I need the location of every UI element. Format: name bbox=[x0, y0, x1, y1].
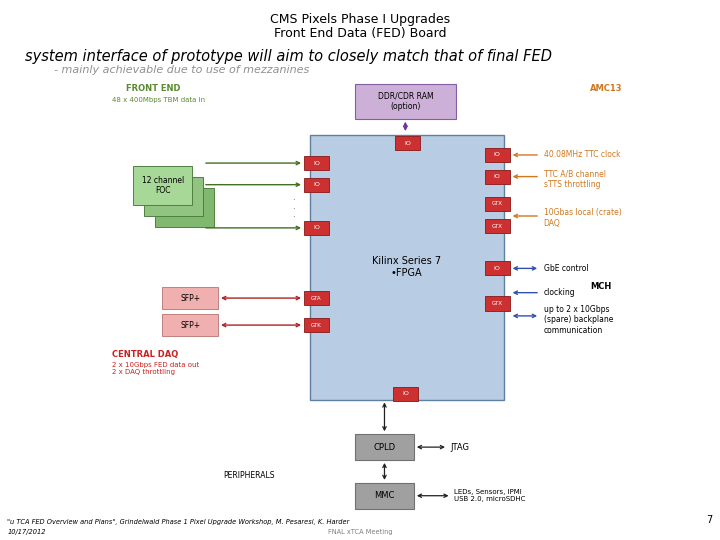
Text: FNAL xTCA Meeting: FNAL xTCA Meeting bbox=[328, 529, 392, 535]
Text: 7: 7 bbox=[706, 515, 713, 525]
Text: IO: IO bbox=[402, 391, 409, 396]
Text: 10/17/2012: 10/17/2012 bbox=[7, 529, 45, 535]
FancyBboxPatch shape bbox=[162, 287, 218, 309]
Text: IO: IO bbox=[313, 160, 320, 166]
FancyBboxPatch shape bbox=[395, 136, 420, 150]
Text: 12 channel
FOC: 12 channel FOC bbox=[142, 176, 184, 195]
Text: TTC A/B channel
sTTS throttling: TTC A/B channel sTTS throttling bbox=[544, 170, 606, 189]
Text: "u TCA FED Overview and Plans", Grindelwald Phase 1 Pixel Upgrade Workshop, M. P: "u TCA FED Overview and Plans", Grindelw… bbox=[7, 519, 350, 525]
Text: SFP+: SFP+ bbox=[180, 294, 200, 302]
Text: system interface of prototype will aim to closely match that of final FED: system interface of prototype will aim t… bbox=[25, 49, 552, 64]
Text: 2 x 10Gbps FED data out
2 x DAQ throttling: 2 x 10Gbps FED data out 2 x DAQ throttli… bbox=[112, 362, 199, 375]
FancyBboxPatch shape bbox=[310, 135, 504, 400]
FancyBboxPatch shape bbox=[355, 84, 456, 119]
Text: CPLD: CPLD bbox=[374, 443, 395, 451]
Text: IO: IO bbox=[313, 225, 320, 231]
FancyBboxPatch shape bbox=[304, 178, 329, 192]
Text: LEDs, Sensors, IPMI
USB 2.0, microSDHC: LEDs, Sensors, IPMI USB 2.0, microSDHC bbox=[454, 489, 525, 502]
Text: PERIPHERALS: PERIPHERALS bbox=[223, 471, 275, 480]
FancyBboxPatch shape bbox=[304, 156, 329, 170]
Text: IO: IO bbox=[494, 266, 500, 271]
FancyBboxPatch shape bbox=[485, 296, 510, 310]
Text: AMC13: AMC13 bbox=[590, 84, 623, 93]
FancyBboxPatch shape bbox=[485, 148, 510, 162]
Text: Front End Data (FED) Board: Front End Data (FED) Board bbox=[274, 27, 446, 40]
Text: FRONT END: FRONT END bbox=[126, 84, 181, 93]
FancyBboxPatch shape bbox=[304, 291, 329, 305]
Text: IO: IO bbox=[313, 182, 320, 187]
Text: GTK: GTK bbox=[311, 322, 322, 328]
Text: 40.08MHz TTC clock: 40.08MHz TTC clock bbox=[544, 151, 620, 159]
Text: 48 x 400Mbps TBM data in: 48 x 400Mbps TBM data in bbox=[112, 97, 204, 103]
FancyBboxPatch shape bbox=[304, 221, 329, 235]
FancyBboxPatch shape bbox=[155, 188, 214, 227]
Text: SFP+: SFP+ bbox=[180, 321, 200, 329]
Text: MCH: MCH bbox=[590, 282, 612, 291]
Text: - mainly achievable due to use of mezzanines: - mainly achievable due to use of mezzan… bbox=[54, 65, 310, 75]
FancyBboxPatch shape bbox=[485, 219, 510, 233]
FancyBboxPatch shape bbox=[485, 197, 510, 211]
Text: IO: IO bbox=[405, 140, 411, 146]
FancyBboxPatch shape bbox=[144, 177, 203, 216]
Text: clocking: clocking bbox=[544, 288, 575, 297]
Text: 10Gbas local (crate)
DAQ: 10Gbas local (crate) DAQ bbox=[544, 208, 621, 228]
FancyBboxPatch shape bbox=[133, 166, 192, 205]
FancyBboxPatch shape bbox=[355, 434, 414, 460]
Text: GTX: GTX bbox=[492, 201, 503, 206]
Text: GbE control: GbE control bbox=[544, 264, 588, 273]
Text: GTA: GTA bbox=[311, 295, 322, 301]
Text: MMC: MMC bbox=[374, 491, 395, 500]
Text: .
.
.: . . . bbox=[292, 193, 295, 219]
FancyBboxPatch shape bbox=[355, 483, 414, 509]
Text: GTX: GTX bbox=[492, 224, 503, 229]
Text: DDR/CDR RAM
(option): DDR/CDR RAM (option) bbox=[377, 92, 433, 111]
Text: JTAG: JTAG bbox=[450, 443, 469, 451]
Text: CMS Pixels Phase I Upgrades: CMS Pixels Phase I Upgrades bbox=[270, 14, 450, 26]
Text: up to 2 x 10Gbps
(spare) backplane
communication: up to 2 x 10Gbps (spare) backplane commu… bbox=[544, 305, 613, 335]
FancyBboxPatch shape bbox=[485, 170, 510, 184]
FancyBboxPatch shape bbox=[162, 314, 218, 336]
FancyBboxPatch shape bbox=[393, 387, 418, 401]
Text: CENTRAL DAQ: CENTRAL DAQ bbox=[112, 350, 178, 359]
FancyBboxPatch shape bbox=[485, 261, 510, 275]
FancyBboxPatch shape bbox=[304, 318, 329, 332]
Text: IO: IO bbox=[494, 174, 500, 179]
Text: Kilinx Series 7
•FPGA: Kilinx Series 7 •FPGA bbox=[372, 256, 441, 278]
Text: IO: IO bbox=[494, 152, 500, 158]
Text: GTX: GTX bbox=[492, 301, 503, 306]
